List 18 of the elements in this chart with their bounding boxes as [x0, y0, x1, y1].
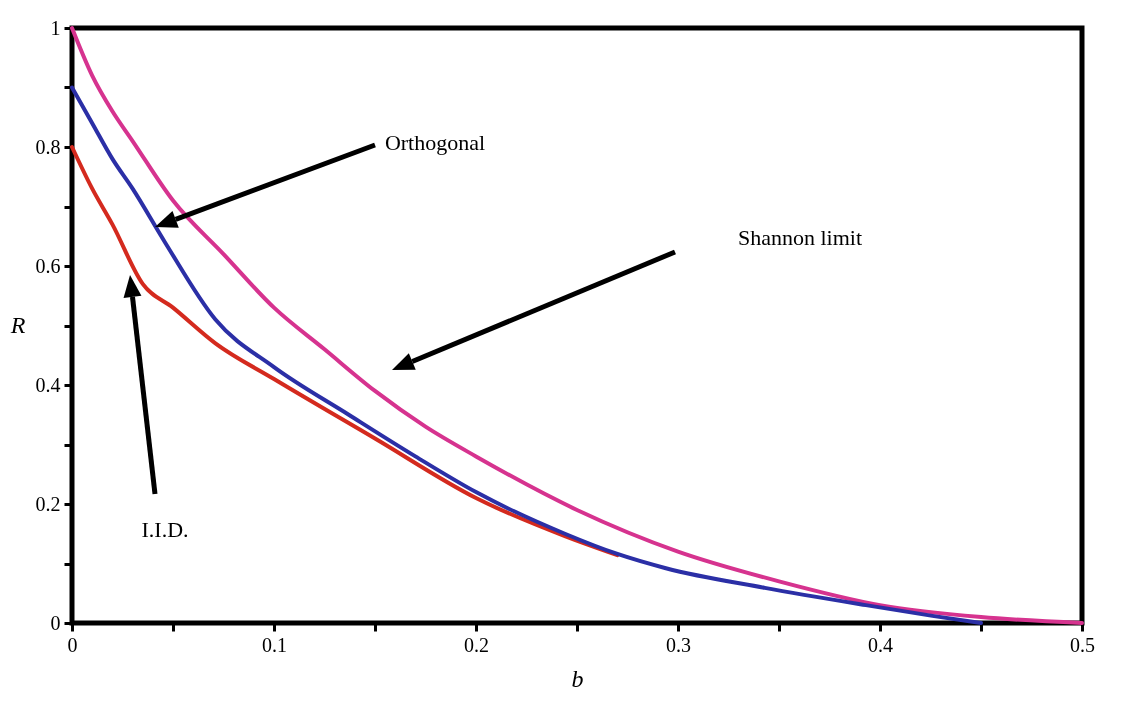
x-tick-label: 0 [67, 633, 78, 656]
y-tick-label: 0.2 [35, 492, 61, 515]
annotation: I.I.D. [141, 517, 189, 542]
y-tick-label: 0 [50, 611, 61, 634]
x-tick-label: 0.3 [666, 633, 691, 656]
y-tick-label: 0.8 [35, 135, 61, 158]
y-tick-label: 0.4 [35, 373, 61, 396]
x-tick-label: 0.5 [1070, 633, 1095, 656]
annotation: Orthogonal [384, 130, 486, 155]
x-tick-label: 0.1 [262, 633, 287, 656]
x-tick-label: 0.4 [868, 633, 893, 656]
x-axis-title: b [571, 665, 584, 692]
annotation: Shannon limit [737, 225, 863, 250]
y-tick-label: 0.6 [35, 254, 61, 277]
y-axis-title: R [9, 312, 26, 338]
line-series [70, 85, 983, 625]
x-tick-label: 0.2 [464, 633, 489, 656]
y-tick-label: 1 [50, 16, 61, 39]
